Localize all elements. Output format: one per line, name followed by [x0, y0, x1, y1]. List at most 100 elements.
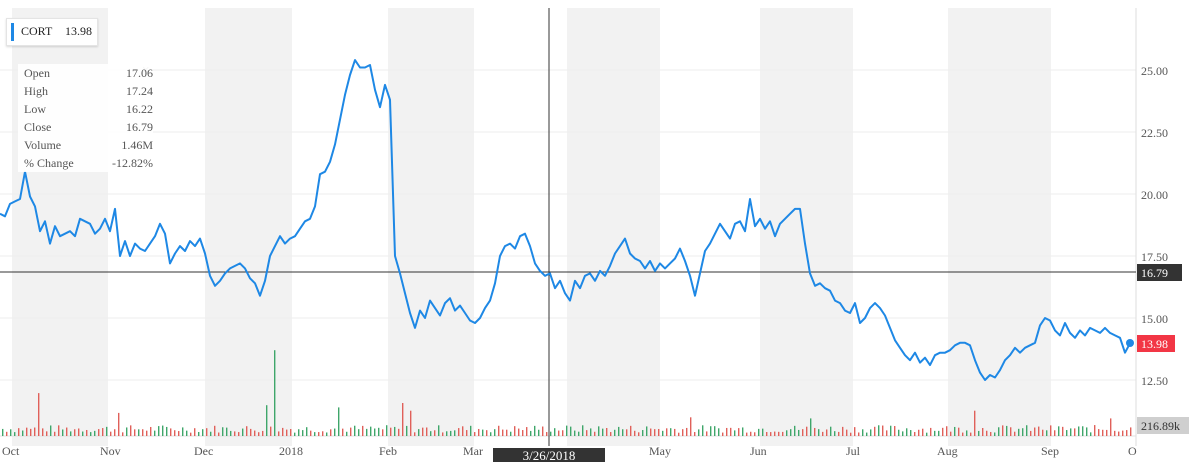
volume-bar [526, 427, 528, 436]
volume-bar [206, 428, 208, 436]
volume-bar [906, 428, 908, 436]
ohlc-value: 17.24 [126, 84, 153, 98]
volume-bar [962, 432, 964, 436]
symbol-tooltip: CORT 13.98 [6, 18, 98, 46]
volume-bar [650, 428, 652, 436]
volume-bar [10, 429, 12, 436]
volume-bar [214, 425, 216, 436]
volume-bar [1058, 426, 1060, 436]
volume-bar [266, 405, 268, 436]
volume-bar [474, 432, 476, 436]
volume-bar [110, 431, 112, 436]
volume-bar [366, 428, 368, 436]
volume-bar [446, 431, 448, 436]
volume-bar [834, 431, 836, 436]
volume-bar [1014, 431, 1016, 436]
volume-bar [818, 429, 820, 436]
crosshair-price-flag [1137, 264, 1182, 281]
volume-bar [762, 428, 764, 436]
volume-bar [670, 428, 672, 436]
volume-bar [598, 426, 600, 436]
volume-bar [438, 425, 440, 436]
volume-bar [666, 428, 668, 436]
volume-bar [122, 432, 124, 436]
volume-bar [510, 431, 512, 436]
volume-bar [162, 425, 164, 436]
volume-bar [198, 432, 200, 436]
x-tick-label: 2018 [279, 444, 303, 458]
ohlc-row-low: Low 16.22 [18, 100, 153, 118]
volume-bar [926, 432, 928, 436]
volume-bar [990, 431, 992, 436]
ohlc-label: High [24, 84, 48, 98]
volume-bar [754, 432, 756, 436]
volume-bar [674, 428, 676, 436]
volume-bar [802, 429, 804, 436]
volume-bar [222, 427, 224, 436]
ohlc-value: 16.79 [126, 120, 153, 134]
volume-bar [970, 432, 972, 436]
volume-bar [238, 432, 240, 436]
volume-bar [1114, 430, 1116, 436]
ohlc-value: 1.46M [121, 138, 153, 152]
ohlc-panel: Open 17.06 High 17.24 Low 16.22 Close 16… [18, 64, 153, 172]
volume-bar [662, 430, 664, 436]
volume-bar [790, 429, 792, 436]
volume-bar [966, 430, 968, 436]
volume-bar [398, 428, 400, 436]
volume-bar [502, 429, 504, 436]
volume-bar [554, 428, 556, 436]
volume-bar [302, 430, 304, 436]
volume-bar [42, 428, 44, 436]
last-point-marker [1126, 339, 1134, 347]
volume-bar [230, 430, 232, 436]
volume-bar [326, 432, 328, 436]
volume-bar [262, 430, 264, 436]
volume-bar [550, 431, 552, 436]
volume-bar [30, 428, 32, 436]
volume-bar [22, 430, 24, 436]
volume-bar [1070, 428, 1072, 436]
volume-bar [98, 429, 100, 436]
price-series-line [0, 59, 1131, 381]
volume-bar [626, 429, 628, 436]
volume-bar [26, 427, 28, 436]
crosshair-price-label: 16.79 [1141, 266, 1168, 280]
volume-bar [478, 428, 480, 436]
last-price-label: 13.98 [1141, 337, 1168, 351]
volume-bar [734, 430, 736, 436]
volume-bar [522, 430, 524, 436]
volume-bar [574, 430, 576, 436]
volume-bar [242, 428, 244, 436]
volume-bar [166, 426, 168, 436]
volume-bar [810, 418, 812, 436]
volume-bar [998, 427, 1000, 436]
volume-bar [466, 430, 468, 436]
volume-bar [874, 426, 876, 436]
volume-bar [154, 430, 156, 436]
volume-bar [82, 431, 84, 436]
volume-bar [1062, 426, 1064, 436]
ohlc-row-close: Close 16.79 [18, 118, 153, 136]
ohlc-row-high: High 17.24 [18, 82, 153, 100]
volume-bar [646, 426, 648, 436]
volume-bar [1110, 418, 1112, 436]
crosshair-date-flag: 3/26/2018 [493, 448, 605, 463]
volume-bar [418, 429, 420, 436]
volume-bar [1066, 430, 1068, 436]
y-tick-label: 22.50 [1141, 126, 1168, 140]
volume-bar [254, 430, 256, 436]
volume-bar [258, 432, 260, 436]
volume-bar [282, 427, 284, 436]
volume-bar [414, 432, 416, 436]
volume-bar [246, 426, 248, 436]
volume-bar [582, 425, 584, 436]
volume-bar [1090, 432, 1092, 436]
volume-bar [118, 412, 120, 436]
volume-bar [518, 428, 520, 436]
volume-bar [686, 427, 688, 436]
volume-bar [138, 429, 140, 436]
volume-bar [1130, 427, 1132, 436]
volume-bar [950, 431, 952, 436]
